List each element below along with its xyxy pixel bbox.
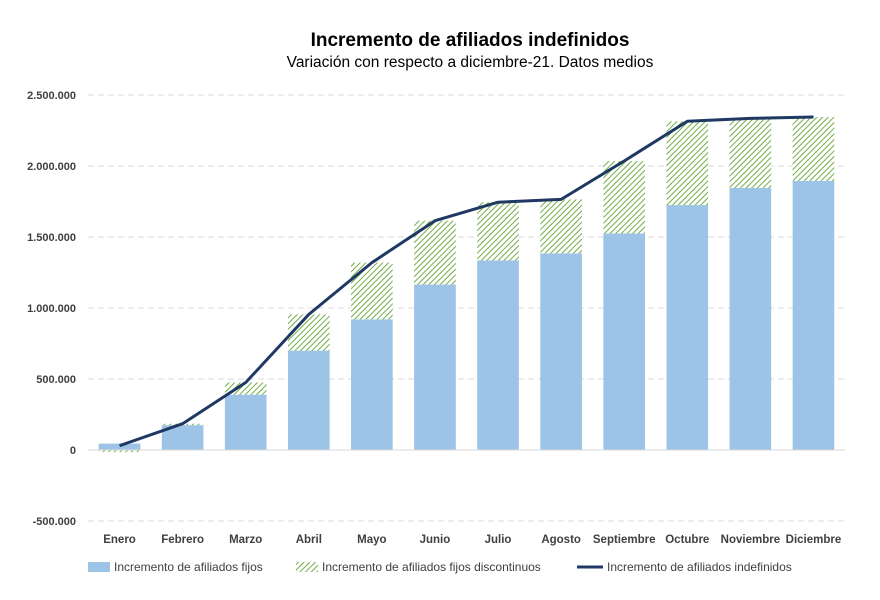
x-tick-label: Diciembre: [786, 534, 842, 546]
bar-discontinuos: [540, 199, 582, 254]
bar-discontinuos: [729, 118, 772, 189]
legend-swatch-fijos: [88, 562, 110, 572]
y-tick-label: 1.000.000: [27, 303, 76, 315]
bar-fijos: [414, 284, 456, 450]
y-tick-label: 0: [70, 445, 76, 457]
x-tick-label: Febrero: [161, 534, 204, 546]
bar-discontinuos: [603, 161, 646, 234]
bar-fijos: [287, 350, 330, 450]
bar-discontinuos: [666, 121, 709, 206]
legend-label: Incremento de afiliados fijos: [114, 560, 263, 574]
legend-label: Incremento de afiliados indefinidos: [607, 560, 792, 574]
legend-swatch-discontinuos: [296, 562, 318, 572]
gridlines: [88, 94, 845, 522]
x-tick-label: Mayo: [357, 534, 386, 546]
y-tick-label: -500.000: [33, 516, 76, 528]
bar-fijos: [603, 233, 646, 450]
bar-discontinuos: [98, 450, 141, 453]
x-tick-label: Julio: [485, 534, 512, 546]
bar-discontinuos: [792, 117, 835, 181]
bar-fijos: [729, 188, 772, 450]
bar-fijos: [98, 443, 141, 450]
x-axis: Enero Febrero Marzo Abril Mayo Junio Julio Agos…: [103, 534, 841, 546]
x-tick-label: Septiembre: [593, 534, 656, 546]
bar-fijos: [540, 253, 582, 450]
bar-discontinuos: [351, 262, 393, 320]
y-tick-label: 1.500.000: [27, 232, 76, 244]
indefinidos-line: [119, 115, 814, 448]
bar-fijos: [477, 260, 519, 450]
y-axis: -500.000 0 500.000 1.000.000 1.500.000 2.000.…: [27, 90, 76, 528]
x-tick-label: Marzo: [229, 534, 262, 546]
chart-title: Incremento de afiliados indefinidos: [311, 30, 630, 51]
x-tick-label: Abril: [296, 534, 322, 546]
x-tick-label: Enero: [103, 534, 136, 546]
x-tick-label: Junio: [420, 534, 451, 546]
bar-discontinuos: [224, 382, 267, 395]
legend: Incremento de afiliados fijos Incremento …: [88, 560, 792, 574]
bar-fijos: [224, 394, 267, 450]
x-tick-label: Noviembre: [721, 534, 780, 546]
x-tick-label: Agosto: [541, 534, 581, 546]
line-indefinidos: [119, 115, 814, 448]
y-tick-label: 500.000: [36, 374, 76, 386]
bar-fijos: [351, 319, 393, 450]
y-tick-label: 2.000.000: [27, 161, 76, 173]
bar-discontinuos: [287, 314, 330, 351]
bar-discontinuos: [477, 202, 519, 261]
bar-fijos: [792, 180, 835, 450]
bars: [98, 117, 835, 453]
x-tick-label: Octubre: [665, 534, 709, 546]
y-tick-label: 2.500.000: [27, 90, 76, 102]
bar-fijos: [666, 205, 709, 450]
legend-label: Incremento de afiliados fijos discontinu…: [322, 560, 541, 574]
chart-subtitle: Variación con respecto a diciembre-21. D…: [287, 54, 654, 71]
